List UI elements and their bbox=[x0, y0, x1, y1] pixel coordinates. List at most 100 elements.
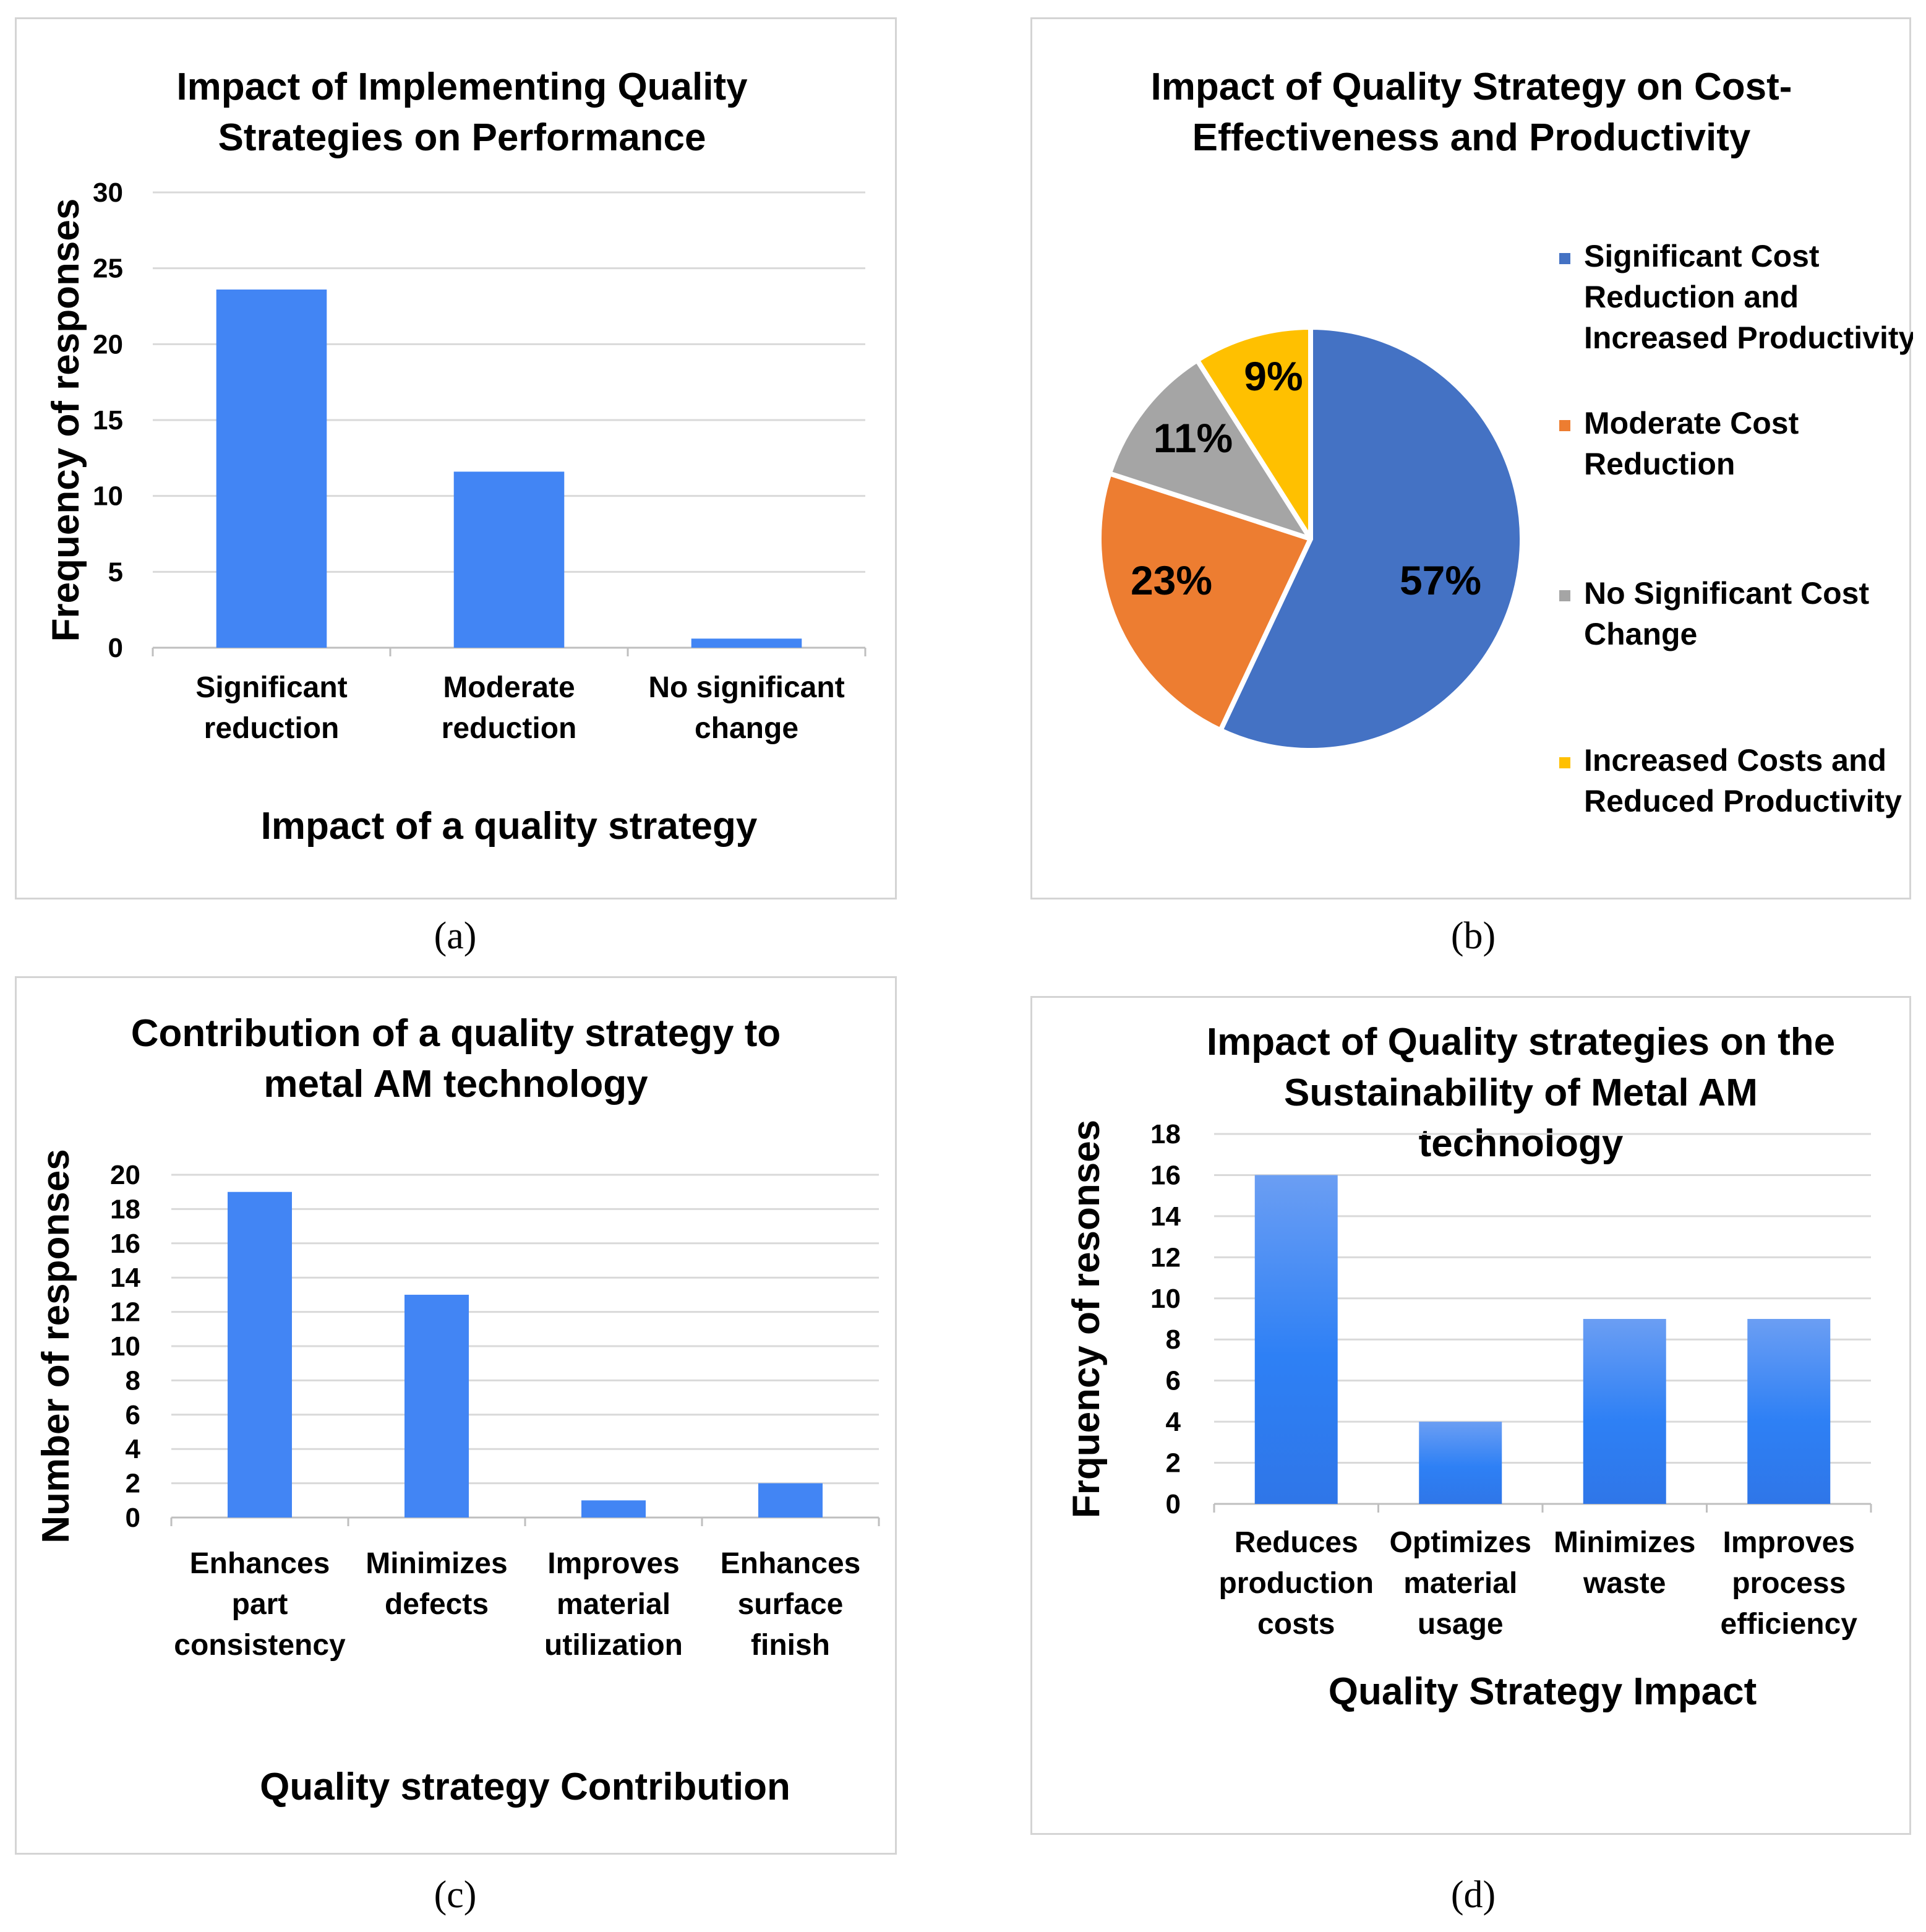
bar-chart-d: Impact of Quality strategies on the Susta… bbox=[1065, 1021, 1872, 1713]
pie-slice-label: 23% bbox=[1131, 557, 1212, 603]
y-tick-label: 10 bbox=[110, 1331, 140, 1362]
y-tick-label: 12 bbox=[110, 1297, 140, 1328]
y-tick-label: 0 bbox=[126, 1503, 140, 1533]
caption-a: (a) bbox=[434, 915, 477, 957]
bar bbox=[1747, 1319, 1831, 1504]
pie-chart-b: Impact of Quality Strategy on Cost- Effec… bbox=[1097, 66, 1913, 818]
x-category-label: reduction bbox=[442, 712, 577, 745]
y-tick-label: 2 bbox=[126, 1469, 140, 1499]
legend-label: Moderate Cost bbox=[1584, 406, 1799, 440]
x-category-label: Improves bbox=[547, 1547, 679, 1580]
x-category-label: Significant bbox=[195, 671, 347, 704]
x-category-label: Minimizes bbox=[366, 1547, 507, 1580]
y-tick-label: 14 bbox=[1150, 1201, 1181, 1232]
x-category-label: Enhances bbox=[721, 1547, 861, 1580]
x-category-label: Enhances bbox=[190, 1547, 330, 1580]
x-category-label: No significant bbox=[648, 671, 844, 704]
x-category-label: reduction bbox=[204, 712, 340, 745]
pie-slice bbox=[1218, 325, 1525, 753]
x-category-label: Improves bbox=[1723, 1526, 1855, 1559]
y-axis-title: Frquency of resonses bbox=[1065, 1120, 1108, 1518]
bar bbox=[404, 1294, 469, 1518]
bar-chart-c: Contribution of a quality strategy to met… bbox=[35, 1012, 880, 1808]
x-axis-title: Impact of a quality strategy bbox=[261, 805, 758, 848]
chart-panel-a: Impact of Implementing Quality Strategies… bbox=[15, 17, 897, 899]
chart-title-line: Impact of Implementing Quality bbox=[176, 66, 748, 108]
y-tick-label: 25 bbox=[93, 254, 123, 284]
y-tick-label: 18 bbox=[1150, 1119, 1181, 1149]
y-tick-label: 20 bbox=[110, 1160, 140, 1190]
legend-label: No Significant Cost bbox=[1584, 576, 1869, 611]
x-axis-title: Quality Strategy Impact bbox=[1329, 1670, 1757, 1713]
y-tick-label: 4 bbox=[1166, 1407, 1181, 1437]
legend-label: Change bbox=[1584, 617, 1697, 651]
legend-label: Increased Costs and bbox=[1584, 743, 1886, 778]
legend-swatch bbox=[1559, 253, 1570, 264]
bar bbox=[691, 638, 802, 648]
bar bbox=[1254, 1175, 1338, 1504]
y-tick-label: 4 bbox=[126, 1434, 141, 1464]
x-category-label: part bbox=[232, 1588, 288, 1621]
y-tick-label: 16 bbox=[1150, 1160, 1181, 1190]
bar bbox=[758, 1483, 823, 1518]
y-tick-label: 8 bbox=[1166, 1324, 1181, 1355]
legend-label: Reduction and bbox=[1584, 280, 1799, 314]
bar bbox=[581, 1500, 646, 1518]
y-tick-label: 10 bbox=[1150, 1284, 1181, 1314]
x-category-label: Minimizes bbox=[1554, 1526, 1695, 1559]
y-tick-label: 6 bbox=[126, 1400, 140, 1430]
chart-title-line: Contribution of a quality strategy to bbox=[131, 1012, 781, 1055]
x-category-label: waste bbox=[1583, 1567, 1666, 1600]
x-category-label: material bbox=[557, 1588, 670, 1621]
legend-label: Increased Productivity bbox=[1584, 320, 1913, 355]
x-category-label: utilization bbox=[544, 1629, 683, 1662]
x-category-label: usage bbox=[1418, 1608, 1504, 1641]
legend-label: Significant Cost bbox=[1584, 239, 1820, 273]
x-category-label: process bbox=[1732, 1567, 1846, 1600]
chart-title-line: Strategies on Performance bbox=[218, 116, 706, 159]
y-axis-title: Frequency of responses bbox=[45, 199, 87, 642]
pie-slice-label: 57% bbox=[1400, 557, 1481, 603]
y-tick-label: 16 bbox=[110, 1229, 140, 1259]
bar-chart-a: Impact of Implementing Quality Strategies… bbox=[45, 66, 867, 848]
chart-title-line: Effectiveness and Productivity bbox=[1192, 116, 1751, 159]
pie-slice-label: 11% bbox=[1153, 415, 1233, 461]
y-tick-label: 6 bbox=[1166, 1366, 1181, 1396]
legend-swatch bbox=[1559, 590, 1570, 601]
chart-title-line: Impact of Quality Strategy on Cost- bbox=[1151, 66, 1792, 108]
chart-panel-d: Impact of Quality strategies on the Susta… bbox=[1030, 996, 1911, 1835]
chart-title-line: technology bbox=[1419, 1122, 1624, 1165]
y-axis-title: Number of responses bbox=[35, 1149, 77, 1543]
x-category-label: production bbox=[1218, 1567, 1374, 1600]
legend-swatch bbox=[1559, 757, 1570, 768]
legend-label: Reduced Productivity bbox=[1584, 784, 1902, 818]
bar bbox=[453, 471, 565, 648]
chart-panel-c: Contribution of a quality strategy to met… bbox=[15, 976, 897, 1855]
x-category-label: defects bbox=[385, 1588, 489, 1621]
x-category-label: Moderate bbox=[443, 671, 575, 704]
y-tick-label: 10 bbox=[93, 481, 123, 512]
pie-slice bbox=[1106, 358, 1313, 541]
x-category-label: finish bbox=[751, 1629, 830, 1662]
y-tick-label: 30 bbox=[93, 178, 123, 208]
y-tick-label: 5 bbox=[108, 557, 123, 587]
pie-slice bbox=[1194, 325, 1313, 541]
pie-slice bbox=[1097, 471, 1313, 733]
caption-b: (b) bbox=[1450, 915, 1496, 957]
x-category-label: Optimizes bbox=[1390, 1526, 1531, 1559]
x-category-label: efficiency bbox=[1721, 1608, 1858, 1641]
y-tick-label: 0 bbox=[1166, 1489, 1181, 1519]
x-category-label: change bbox=[695, 712, 798, 745]
caption-c: (c) bbox=[434, 1874, 477, 1916]
x-category-label: surface bbox=[738, 1588, 844, 1621]
y-tick-label: 18 bbox=[110, 1194, 140, 1224]
pie-slice-label: 9% bbox=[1244, 353, 1303, 399]
bar bbox=[228, 1191, 292, 1518]
x-category-label: Reduces bbox=[1235, 1526, 1358, 1559]
x-category-label: costs bbox=[1257, 1608, 1335, 1641]
chart-title-line: Sustainability of Metal AM bbox=[1284, 1071, 1758, 1114]
y-tick-label: 8 bbox=[126, 1365, 140, 1396]
y-tick-label: 0 bbox=[108, 633, 123, 663]
y-tick-label: 15 bbox=[93, 405, 123, 436]
x-axis-title: Quality strategy Contribution bbox=[260, 1766, 790, 1808]
